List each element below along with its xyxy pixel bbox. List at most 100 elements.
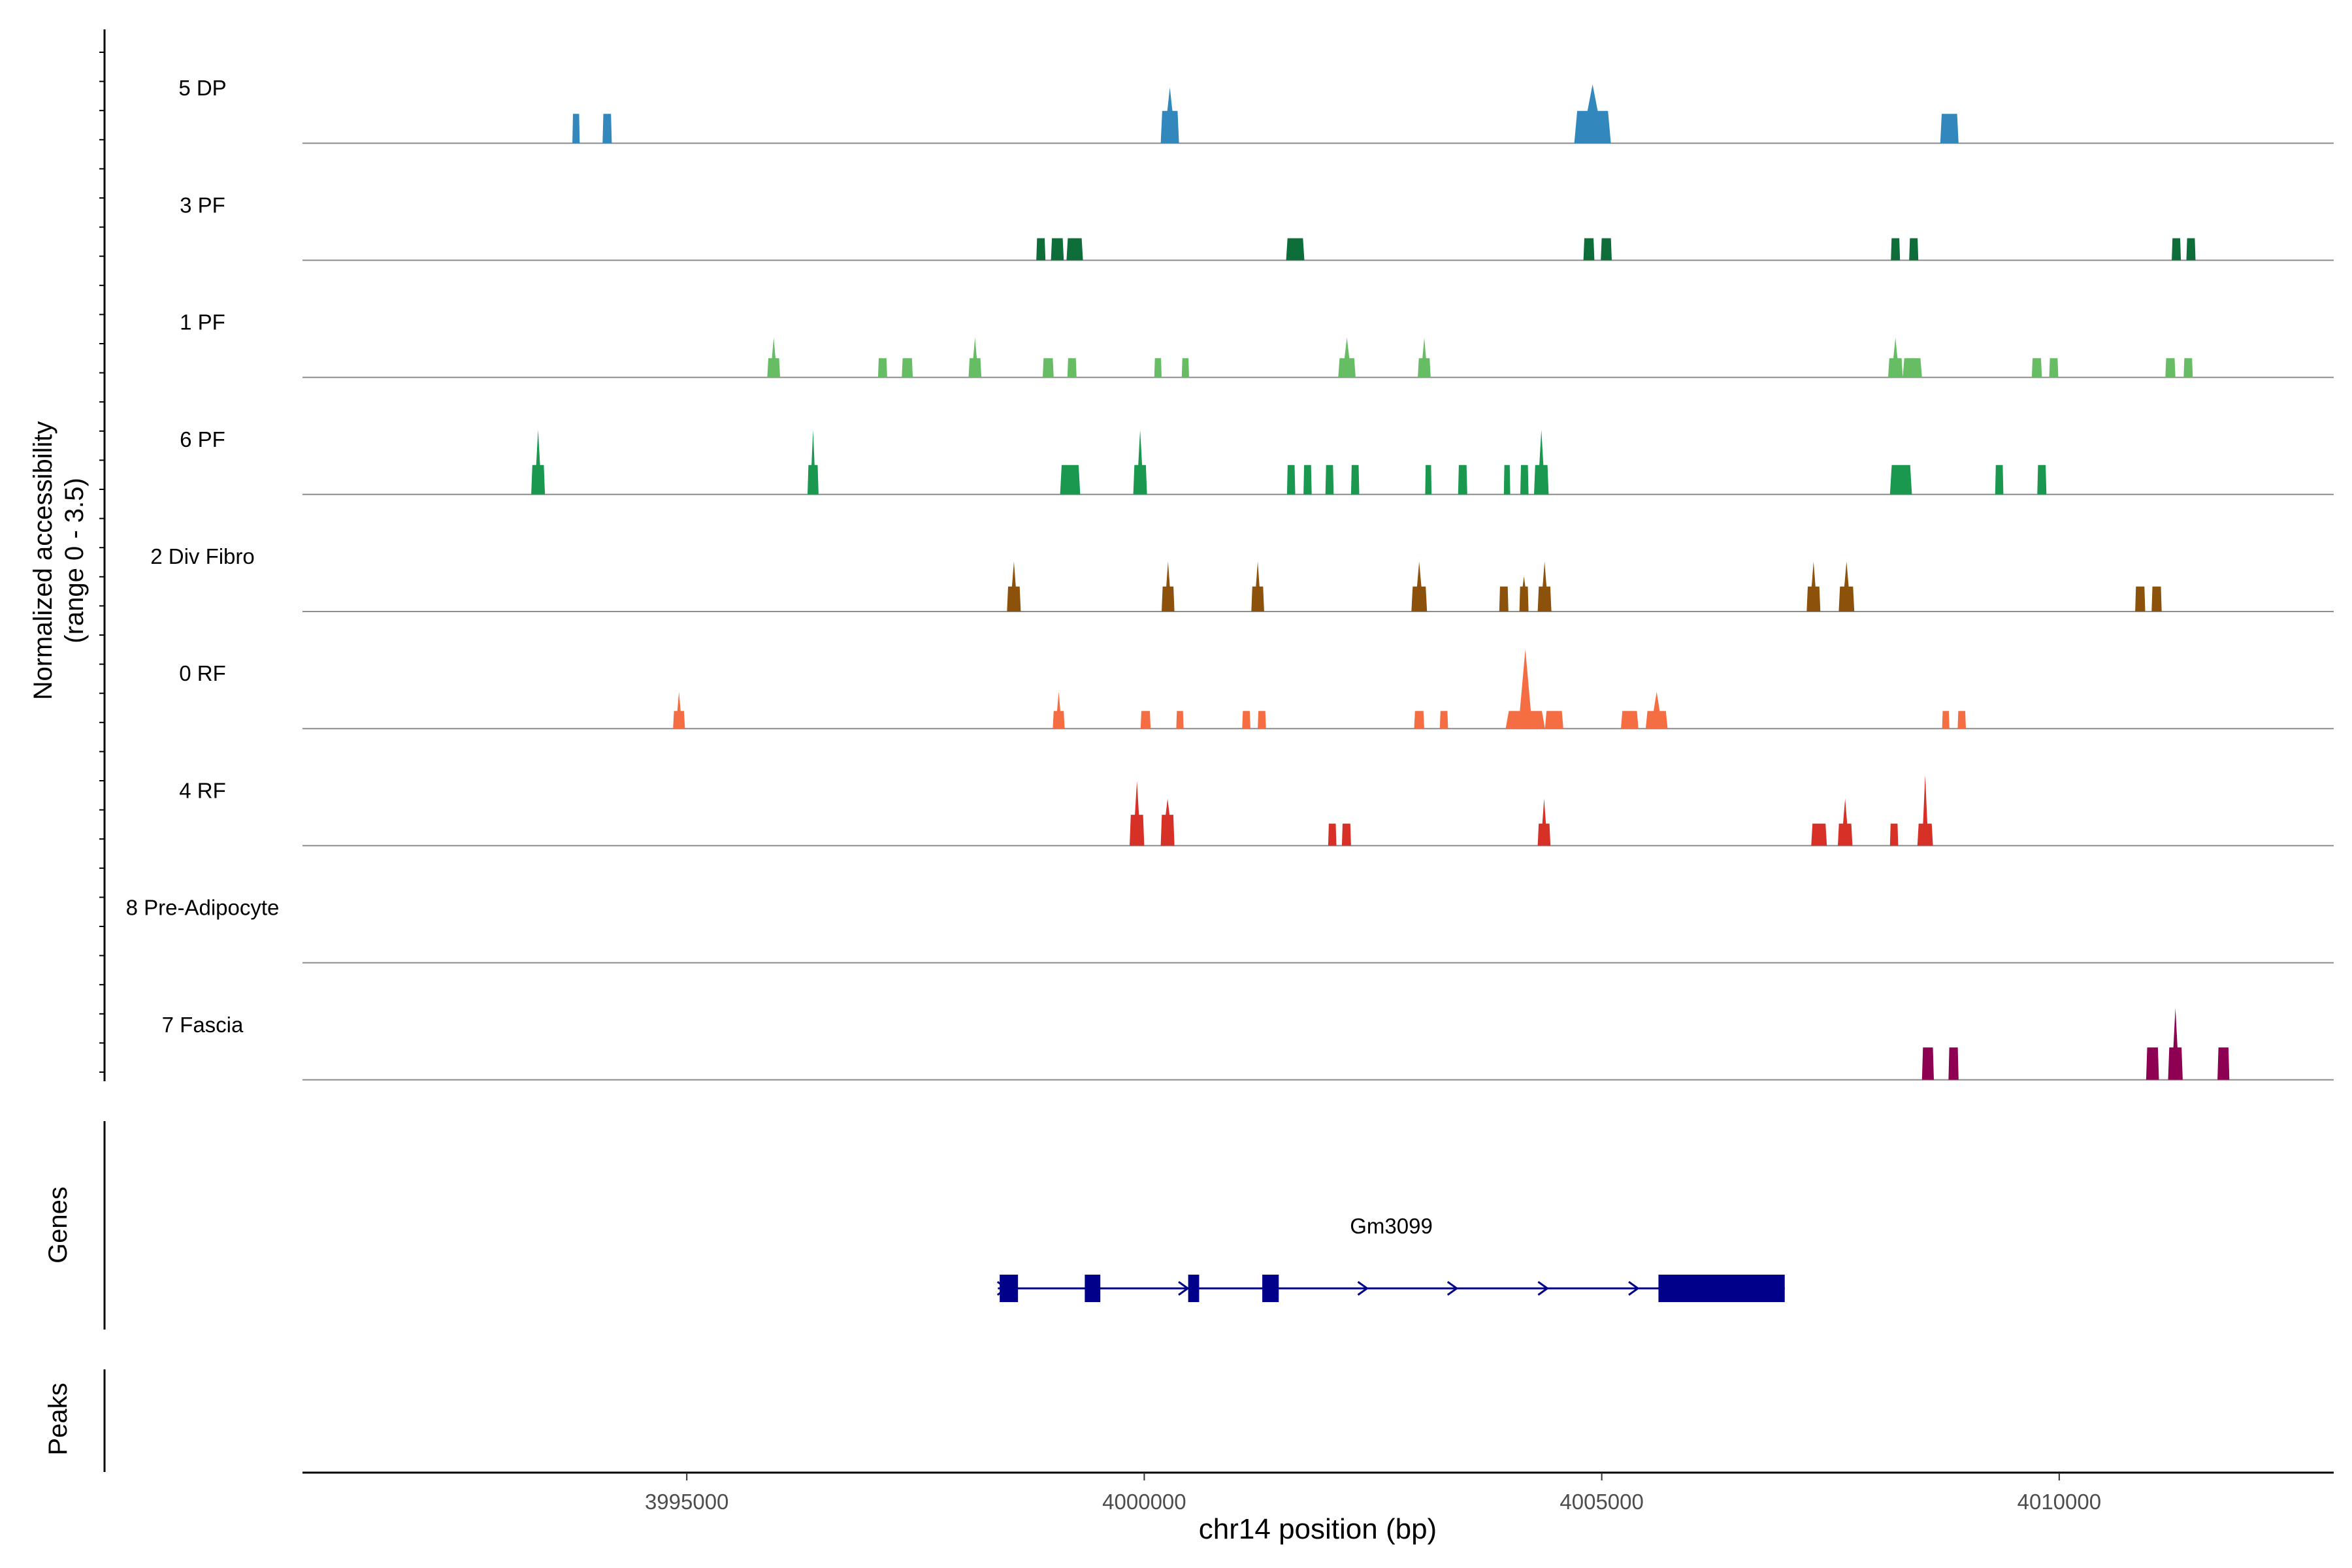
- coverage-peak: [1036, 238, 1046, 261]
- coverage-peak: [2135, 586, 2146, 612]
- track-0-rf: 0 RF: [179, 649, 2334, 730]
- track-label: 7 Fascia: [162, 1013, 244, 1037]
- gene-name: Gm3099: [1350, 1214, 1433, 1238]
- coverage-peak: [1601, 238, 1612, 261]
- track-label: 4 RF: [179, 778, 226, 802]
- coverage-peak: [1891, 238, 1901, 261]
- coverage-peak: [2049, 358, 2059, 378]
- coverage-peak: [1414, 711, 1424, 729]
- track-1-pf: 1 PF: [180, 310, 2334, 378]
- coverage-peak: [2168, 1007, 2183, 1080]
- coverage-peak: [2151, 586, 2162, 612]
- coverage-peak: [1534, 429, 1549, 495]
- strand-arrow: [1628, 1281, 1640, 1296]
- coverage-peak: [1160, 798, 1175, 846]
- coverage-peak: [1645, 691, 1668, 729]
- coverage-peak: [2031, 358, 2042, 378]
- coverage-peak: [968, 337, 982, 378]
- coverage-peak: [1181, 358, 1189, 378]
- strand-arrow: [1357, 1281, 1369, 1296]
- coverage-peak: [1888, 337, 1903, 378]
- coverage-peak: [1917, 775, 1933, 846]
- coverage-peak: [1154, 358, 1162, 378]
- coverage-peak: [1053, 691, 1065, 729]
- coverage-peak: [1838, 798, 1853, 846]
- coverage-peak: [902, 358, 913, 378]
- coverage-peak: [1251, 561, 1264, 612]
- coverage-peak: [808, 429, 819, 495]
- coverage-peak: [1350, 465, 1360, 495]
- track-5-dp: 5 DP: [178, 76, 2334, 144]
- coverage-tracks: 5 DP 3 PF 1 PF 6 PF 2 Div Fibro 0 RF 4 RF 8 Pre…: [126, 76, 2334, 1081]
- track-label: 8 Pre-Adipocyte: [126, 896, 280, 920]
- coverage-peak: [1499, 586, 1509, 612]
- coverage-peak: [1921, 1047, 1934, 1080]
- coverage-peak: [2146, 1047, 2159, 1080]
- coverage-peak: [1067, 358, 1077, 378]
- x-tick-label: 3995000: [645, 1490, 728, 1514]
- coverage-peak: [673, 691, 685, 729]
- track-2-div-fibro: 2 Div Fibro: [150, 544, 2334, 612]
- coverage-peak: [1621, 711, 1639, 729]
- y-axis: [99, 29, 106, 1472]
- coverage-peak: [1806, 561, 1821, 612]
- coverage-peak: [531, 429, 546, 495]
- coverage-peak: [1439, 711, 1448, 729]
- coverage-peak: [1519, 576, 1529, 612]
- coverage-peak: [1537, 561, 1552, 612]
- x-tick-label: 4005000: [1560, 1490, 1643, 1514]
- gene-exon: [1262, 1275, 1279, 1302]
- coverage-peak: [1544, 711, 1563, 729]
- coverage-peak: [2217, 1047, 2230, 1080]
- track-6-pf: 6 PF: [180, 427, 2334, 495]
- coverage-peak: [1574, 84, 1611, 144]
- x-axis: 3995000 4000000 4005000 4010000: [302, 1471, 2334, 1514]
- coverage-peak: [572, 114, 580, 144]
- track-4-rf: 4 RF: [179, 775, 2334, 847]
- genes-track-label: Genes: [44, 1186, 73, 1264]
- coverage-peak: [1957, 711, 1966, 729]
- coverage-peak: [1338, 337, 1356, 378]
- coverage-peak: [1160, 87, 1179, 144]
- coverage-peak: [2037, 465, 2047, 495]
- coverage-peak: [2165, 358, 2176, 378]
- coverage-peak: [1940, 114, 1959, 144]
- coverage-peak: [1328, 823, 1337, 846]
- coverage-peak: [1066, 238, 1083, 261]
- coverage-peak: [1889, 823, 1899, 846]
- coverage-peak: [1258, 711, 1266, 729]
- coverage-peak: [1537, 798, 1551, 846]
- gene-exon: [1000, 1275, 1019, 1302]
- x-tick-label: 4010000: [2017, 1490, 2101, 1514]
- track-label: 1 PF: [180, 310, 225, 335]
- strand-arrow: [1446, 1281, 1459, 1296]
- coverage-peak: [1162, 561, 1175, 612]
- coverage-peak: [877, 358, 887, 378]
- coverage-peak: [1060, 465, 1081, 495]
- coverage-peak: [1130, 781, 1145, 846]
- track-label: 0 RF: [179, 661, 226, 685]
- coverage-peak: [1133, 429, 1147, 495]
- coverage-peak: [1176, 711, 1184, 729]
- coverage-peak: [1811, 823, 1827, 846]
- coverage-peak: [767, 337, 780, 378]
- coverage-peak: [2183, 358, 2193, 378]
- gene-exon: [1658, 1275, 1785, 1302]
- coverage-peak: [1903, 358, 1922, 378]
- coverage-peak: [1948, 1047, 1959, 1080]
- coverage-peak: [1303, 465, 1312, 495]
- track-label: 5 DP: [178, 76, 226, 100]
- track-label: 2 Div Fibro: [150, 544, 255, 568]
- y-axis-label: Normalized accessibility: [29, 421, 57, 700]
- coverage-peak: [1909, 238, 1919, 261]
- coverage-peak: [1942, 711, 1950, 729]
- gene-track: Gm3099: [996, 1214, 1785, 1302]
- coverage-peak: [1889, 465, 1912, 495]
- y-axis-label-range: (range 0 - 3.5): [60, 478, 89, 643]
- peaks-track-label: Peaks: [44, 1382, 73, 1455]
- coverage-peak: [1838, 561, 1855, 612]
- coverage-peak: [1140, 711, 1151, 729]
- coverage-peak: [1505, 649, 1545, 729]
- gene-exon: [1085, 1275, 1101, 1302]
- coverage-peak: [1051, 238, 1064, 261]
